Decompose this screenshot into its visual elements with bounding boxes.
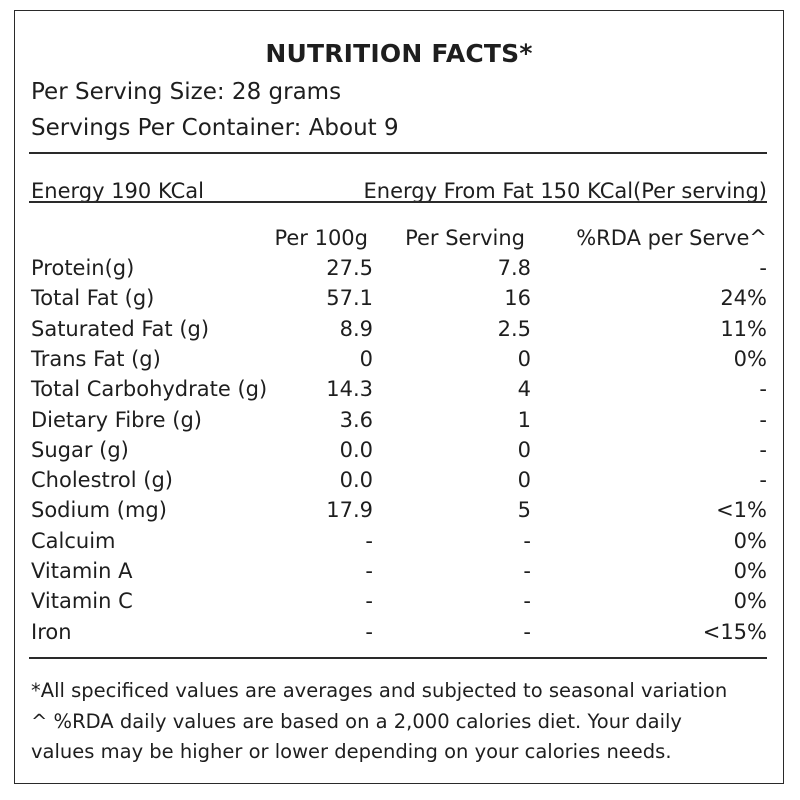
table-row: Trans Fat (g) 0 0 0% bbox=[15, 347, 783, 377]
value-per-serving: 0 bbox=[517, 437, 531, 462]
value-per-100g: - bbox=[365, 528, 373, 553]
value-per-100g: - bbox=[365, 559, 373, 583]
footnote-rda: ^ %RDA daily values are based on a 2,000… bbox=[31, 710, 682, 733]
value-per-100g: 14.3 bbox=[326, 377, 373, 402]
value-per-100g: 57.1 bbox=[326, 286, 373, 311]
nutrient-name: Cholestrol (g) bbox=[31, 468, 173, 493]
value-per-serving: 16 bbox=[504, 286, 531, 311]
value-rda: 0% bbox=[733, 528, 767, 553]
value-per-serving: - bbox=[523, 589, 531, 614]
value-rda: 0% bbox=[733, 559, 767, 583]
nutrient-name: Iron bbox=[31, 619, 72, 644]
table-row: Cholestrol (g) 0.0 0 - bbox=[15, 468, 783, 498]
table-row: Saturated Fat (g) 8.9 2.5 11% bbox=[15, 317, 783, 347]
nutrient-name: Trans Fat (g) bbox=[31, 346, 161, 371]
divider-energy bbox=[29, 201, 767, 203]
label-title: NUTRITION FACTS* bbox=[265, 39, 533, 68]
nutrient-name: Vitamin A bbox=[31, 559, 133, 583]
value-per-serving: - bbox=[523, 559, 531, 583]
column-header-per-serving: Per Serving bbox=[405, 226, 525, 250]
table-row: Calcuim - - 0% bbox=[15, 529, 783, 559]
nutrient-name: Sodium (mg) bbox=[31, 498, 167, 523]
table-row: Sodium (mg) 17.9 5 <1% bbox=[15, 498, 783, 528]
value-rda: - bbox=[759, 377, 767, 402]
value-per-serving: 5 bbox=[517, 498, 531, 523]
nutrient-name: Protein(g) bbox=[31, 256, 135, 280]
value-per-serving: - bbox=[523, 528, 531, 553]
value-per-100g: 0.0 bbox=[339, 437, 373, 462]
value-rda: - bbox=[759, 407, 767, 432]
table-row: Protein(g) 27.5 7.8 - bbox=[15, 256, 783, 286]
value-rda: - bbox=[759, 256, 767, 280]
table-row: Dietary Fibre (g) 3.6 1 - bbox=[15, 408, 783, 438]
value-per-100g: 0 bbox=[359, 346, 373, 371]
column-header-rda: %RDA per Serve^ bbox=[576, 226, 767, 250]
value-per-100g: - bbox=[365, 589, 373, 614]
nutrient-name: Vitamin C bbox=[31, 589, 133, 614]
footnote-seasonal: *All specificed values are averages and … bbox=[31, 679, 728, 702]
value-per-serving: 7.8 bbox=[497, 256, 531, 280]
nutrient-name: Sugar (g) bbox=[31, 437, 129, 462]
nutrition-facts-label: NUTRITION FACTS* Per Serving Size: 28 gr… bbox=[14, 10, 784, 784]
nutrient-name: Dietary Fibre (g) bbox=[31, 407, 202, 432]
value-per-serving: 2.5 bbox=[497, 316, 531, 341]
value-rda: 11% bbox=[720, 316, 767, 341]
energy-from-fat: Energy From Fat 150 KCal(Per serving) bbox=[363, 179, 767, 203]
column-header-per-100g: Per 100g bbox=[274, 226, 368, 250]
nutrient-name: Saturated Fat (g) bbox=[31, 316, 210, 341]
value-rda: 0% bbox=[733, 589, 767, 614]
value-per-serving: 4 bbox=[517, 377, 531, 402]
table-header: Per 100g Per Serving %RDA per Serve^ bbox=[15, 226, 783, 256]
table-row: Vitamin A - - 0% bbox=[15, 559, 783, 589]
value-per-100g: 17.9 bbox=[326, 498, 373, 523]
table-row: Iron - - <15% bbox=[15, 620, 783, 650]
value-rda: <15% bbox=[702, 619, 767, 644]
serving-size: Per Serving Size: 28 grams bbox=[31, 79, 342, 105]
value-per-serving: 1 bbox=[517, 407, 531, 432]
table-row: Total Fat (g) 57.1 16 24% bbox=[15, 286, 783, 316]
value-per-serving: 0 bbox=[517, 346, 531, 371]
table-row: Vitamin C - - 0% bbox=[15, 589, 783, 619]
nutrient-name: Calcuim bbox=[31, 528, 116, 553]
divider-top bbox=[29, 152, 767, 154]
value-per-100g: - bbox=[365, 619, 373, 644]
servings-per-container: Servings Per Container: About 9 bbox=[31, 115, 399, 141]
energy-total: Energy 190 KCal bbox=[31, 179, 204, 203]
value-per-serving: - bbox=[523, 619, 531, 644]
table-row: Sugar (g) 0.0 0 - bbox=[15, 438, 783, 468]
value-per-100g: 0.0 bbox=[339, 468, 373, 493]
value-per-100g: 27.5 bbox=[326, 256, 373, 280]
table-row: Total Carbohydrate (g) 14.3 4 - bbox=[15, 377, 783, 407]
value-per-100g: 8.9 bbox=[339, 316, 373, 341]
divider-bottom bbox=[29, 657, 767, 659]
nutrient-name: Total Fat (g) bbox=[31, 286, 155, 311]
value-per-100g: 3.6 bbox=[339, 407, 373, 432]
nutrient-name: Total Carbohydrate (g) bbox=[31, 377, 268, 402]
value-per-serving: 0 bbox=[517, 468, 531, 493]
footnote-rda-continued: values may be higher or lower depending … bbox=[31, 740, 672, 763]
value-rda: <1% bbox=[716, 498, 767, 523]
value-rda: - bbox=[759, 468, 767, 493]
value-rda: - bbox=[759, 437, 767, 462]
value-rda: 0% bbox=[733, 346, 767, 371]
value-rda: 24% bbox=[720, 286, 767, 311]
